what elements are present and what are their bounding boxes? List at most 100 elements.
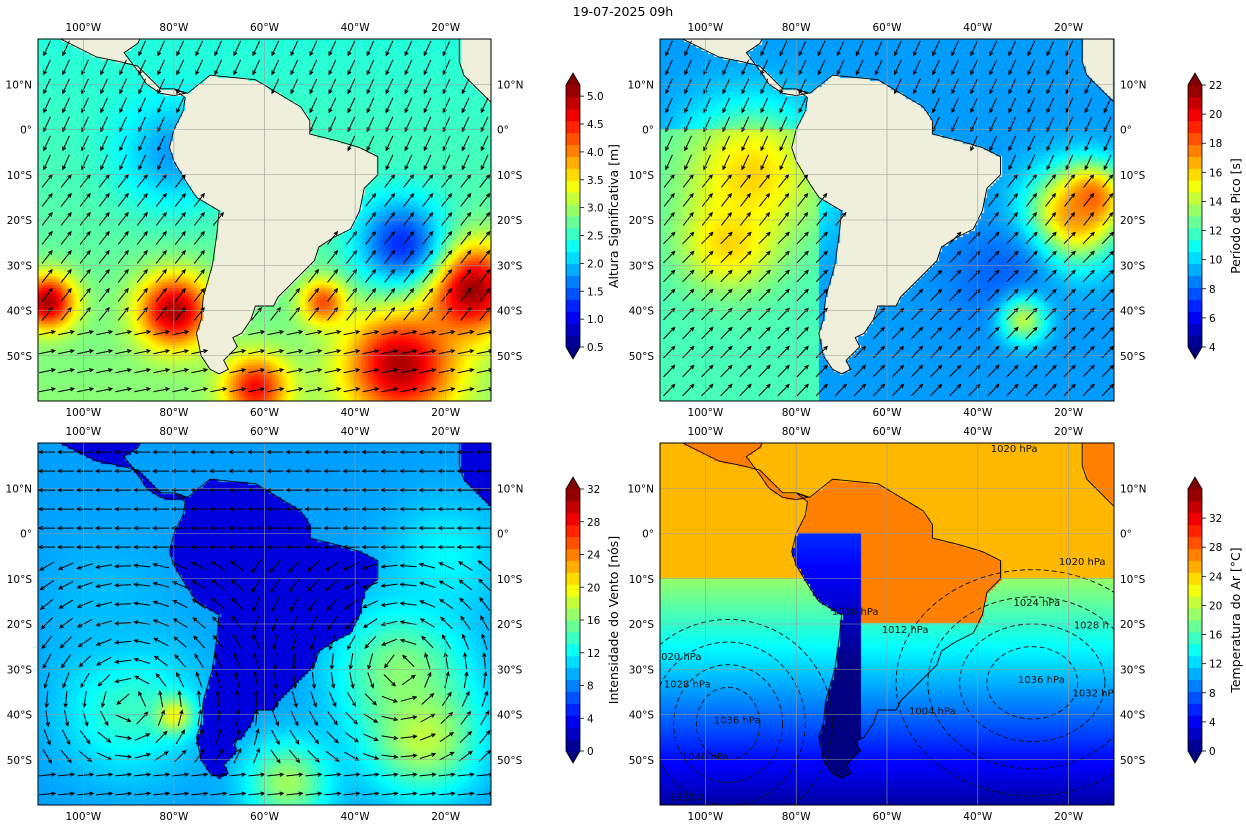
vector-arrow [701, 269, 714, 283]
vector-arrow [95, 638, 112, 646]
vector-arrow [401, 674, 416, 686]
vector-arrow [328, 78, 337, 95]
vector-arrow [720, 364, 733, 378]
vector-arrow [460, 615, 471, 630]
vector-arrow [39, 791, 57, 796]
vector-arrow [779, 40, 788, 57]
vector-arrow [307, 578, 320, 592]
y-tick-label-left: 30°S [7, 260, 33, 272]
vector-arrow [172, 600, 188, 609]
vector-arrow [1082, 269, 1095, 283]
vector-arrow [96, 349, 114, 355]
vector-arrow [153, 368, 171, 374]
vector-arrow [665, 154, 673, 171]
vector-arrow [663, 231, 676, 245]
vector-arrow [43, 135, 51, 152]
x-tick-label-top: 20°W [431, 22, 461, 34]
vector-arrow [76, 618, 93, 628]
vector-arrow [325, 579, 340, 591]
vector-arrow [475, 506, 491, 512]
vector-arrow [152, 449, 170, 455]
vector-arrow [267, 368, 285, 374]
vector-arrow [384, 249, 396, 264]
y-tick-label-left: 0° [642, 125, 654, 137]
vector-arrow [304, 487, 322, 493]
colorbar-segment [566, 311, 580, 324]
vector-arrow [247, 525, 265, 531]
vector-arrow [304, 506, 322, 512]
vector-arrow [38, 487, 56, 493]
vector-arrow [172, 791, 190, 796]
vector-arrow [399, 601, 417, 606]
vector-arrow [439, 731, 455, 743]
vector-arrow [43, 97, 51, 114]
x-tick-label-bottom: 100°W [65, 407, 101, 419]
vector-arrow [134, 675, 150, 685]
vector-arrow [403, 249, 415, 264]
vector-arrow [1027, 135, 1036, 152]
vector-arrow [419, 600, 436, 608]
vector-arrow [115, 349, 133, 355]
vector-arrow [381, 754, 399, 759]
x-tick-label-bottom: 80°W [159, 407, 189, 419]
vector-arrow [229, 772, 247, 777]
vector-arrow [663, 326, 676, 340]
vector-arrow [423, 59, 432, 76]
x-tick-label-bottom: 80°W [782, 407, 812, 419]
vector-arrow [777, 383, 790, 397]
vector-arrow [197, 709, 203, 727]
vector-arrow [235, 709, 241, 727]
vector-arrow [403, 211, 415, 226]
vector-arrow [1044, 326, 1057, 340]
vector-arrow [76, 600, 93, 608]
vector-arrow [308, 730, 319, 745]
vector-arrow [39, 580, 54, 591]
vector-arrow [171, 449, 189, 455]
colorbar-segment [566, 156, 580, 169]
vector-arrow [115, 735, 133, 741]
vector-arrow [1006, 231, 1019, 245]
vector-arrow [98, 211, 110, 226]
y-tick-label-right: 50°S [497, 351, 523, 363]
vector-arrow [309, 78, 318, 95]
vector-arrow [460, 268, 472, 283]
vector-arrow [399, 506, 417, 512]
vector-arrow [1102, 192, 1114, 207]
vector-arrow [399, 582, 417, 587]
vector-arrow [190, 468, 208, 474]
vector-arrow [777, 269, 790, 283]
coastline [1081, 39, 1114, 103]
isobar-label: 1004 hPa [909, 707, 956, 718]
vector-arrow [759, 211, 771, 226]
vector-arrow [174, 654, 186, 668]
vector-arrow [252, 615, 260, 632]
vector-arrow [190, 487, 208, 493]
y-tick-label-left: 30°S [629, 664, 655, 676]
vector-arrow [136, 192, 148, 207]
vector-arrow [480, 154, 489, 171]
vector-arrow [779, 59, 788, 76]
vector-arrow [176, 97, 185, 114]
vector-arrow [722, 135, 731, 152]
vector-arrow [949, 231, 962, 245]
vector-arrow [209, 449, 227, 455]
vector-arrow [441, 691, 452, 707]
vector-arrow [138, 78, 146, 95]
vector-arrow [439, 751, 455, 761]
vector-arrow [152, 468, 170, 474]
vector-arrow [720, 192, 733, 207]
vector-arrow [403, 230, 415, 245]
vector-arrow [1082, 250, 1095, 264]
colorbar-segment [1188, 643, 1202, 657]
colorbar-segment [566, 703, 580, 716]
vector-arrow [722, 97, 731, 114]
vector-arrow [75, 487, 94, 493]
vector-arrow [853, 383, 867, 397]
colorbar-segment [1188, 204, 1202, 217]
y-tick-label-left: 0° [642, 529, 654, 541]
vector-arrow [970, 40, 978, 57]
vector-arrow [760, 78, 769, 95]
x-tick-label-bottom: 100°W [65, 811, 101, 823]
colorbar-tick-label: 0 [587, 746, 594, 758]
colorbar-segment [566, 536, 580, 550]
